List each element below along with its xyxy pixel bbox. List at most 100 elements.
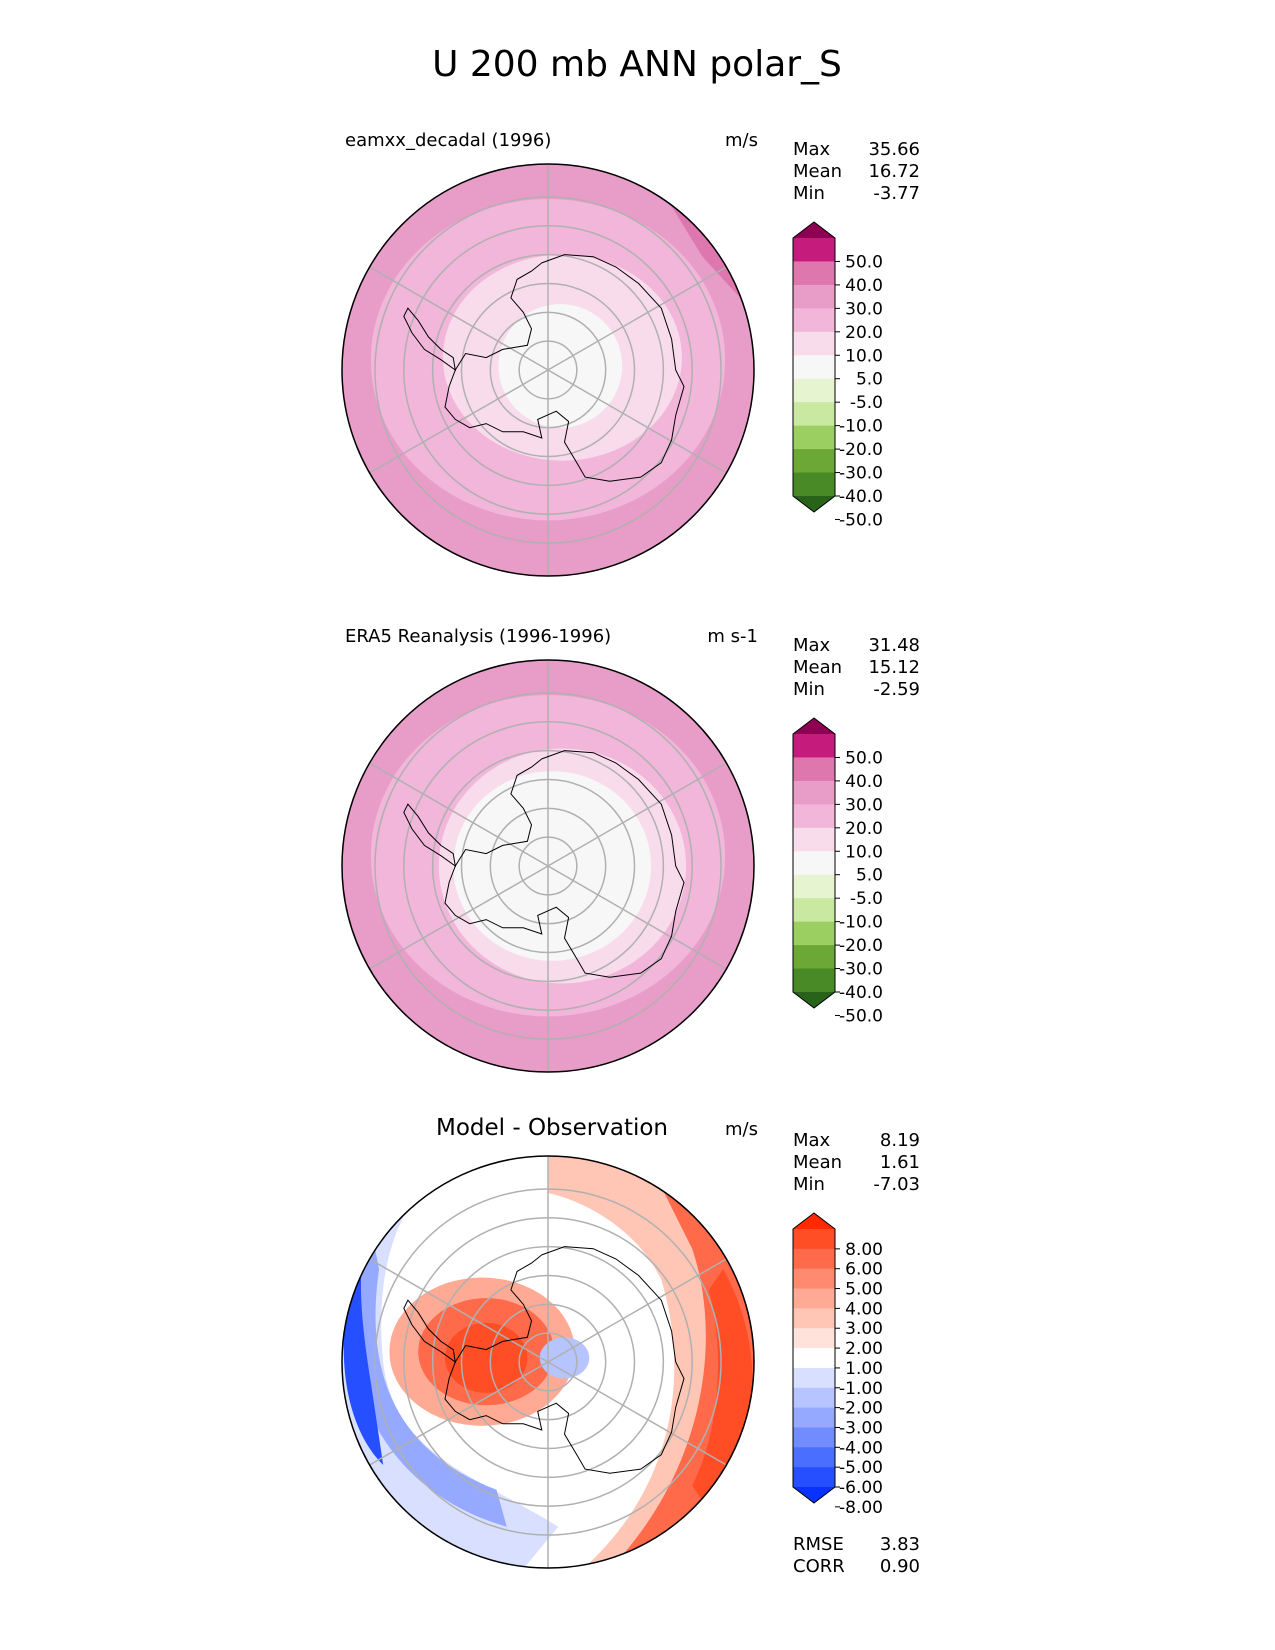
graticule <box>360 164 736 576</box>
meridian-line <box>360 757 549 867</box>
colorbar-segment <box>793 402 835 427</box>
colorbar-extend-bottom <box>793 992 835 1008</box>
colorbar-tick-label: -8.00 <box>839 1498 883 1518</box>
colorbar-tick-label: 6.00 <box>845 1260 883 1280</box>
coastline-peninsula <box>403 1299 456 1364</box>
colorbar-segment <box>793 1268 835 1290</box>
colorbar-tick-label: -10.0 <box>839 417 883 437</box>
colorbar-tick-label: -50.0 <box>839 1006 883 1026</box>
colorbar-tick-label: 40.0 <box>845 772 883 792</box>
wind-band-5-10 <box>453 771 651 961</box>
colorbar-segment <box>793 1328 835 1349</box>
colorbar-segment <box>793 804 835 829</box>
meridian-line <box>360 1361 549 1471</box>
colorbar-tick-label: 20.0 <box>845 819 883 839</box>
map-field <box>342 164 754 576</box>
stat-label-max: Max <box>793 1130 831 1151</box>
colorbar-segment <box>793 757 835 782</box>
colorbar-tick-label: 10.0 <box>845 842 883 862</box>
stat-value-max: 35.66 <box>868 139 920 160</box>
colorbar-segment <box>793 1447 835 1468</box>
panel-units: m/s <box>725 130 758 151</box>
colorbar-tick-label: -40.0 <box>839 983 883 1003</box>
diff-neg-6-8 <box>343 1248 384 1465</box>
meridian-line <box>547 369 736 479</box>
panel-title: ERA5 Reanalysis (1996-1996) <box>345 626 611 647</box>
coastline-antarctica <box>444 750 685 978</box>
meridian-line <box>547 757 736 867</box>
colorbar-segment <box>793 238 835 262</box>
colorbar-tick-label: 2.00 <box>845 1339 883 1359</box>
colorbar-segment <box>793 780 835 805</box>
stat-value-min: -2.59 <box>873 679 920 700</box>
colorbar: 8.006.005.004.003.002.001.00-1.00-2.00-3… <box>792 1212 883 1518</box>
colorbar-segment <box>793 827 835 852</box>
colorbar-tick-label: -5.0 <box>850 889 883 909</box>
colorbar-tick-label: 5.0 <box>856 370 883 390</box>
colorbar: 50.0 40.0 30.0 20.0 10.0 5.0 -5.0 -10.0 -20.0 -30… <box>792 717 883 1026</box>
colorbar-tick-label: -1.00 <box>839 1379 883 1399</box>
colorbar-tick-label: 50.0 <box>845 748 883 768</box>
stat-label-min: Min <box>793 679 825 700</box>
stat-value-mean: 16.72 <box>868 161 920 182</box>
coastline-peninsula <box>403 307 456 372</box>
colorbar-segment <box>793 1387 835 1409</box>
meridian-line <box>547 1253 736 1363</box>
colorbar-tick-label: -20.0 <box>839 440 883 460</box>
colorbar-tick-label: -6.00 <box>839 1478 883 1498</box>
stat-value-min: -7.03 <box>873 1174 920 1195</box>
colorbar-extend-bottom <box>793 1487 835 1503</box>
metric-label-rmse: RMSE <box>793 1534 844 1555</box>
stat-label-min: Min <box>793 1174 825 1195</box>
panel-title: eamxx_decadal (1996) <box>345 130 551 151</box>
colorbar-tick-label: -5.0 <box>850 393 883 413</box>
colorbar-segment <box>793 1367 835 1389</box>
map-frame <box>341 1155 755 1569</box>
meridian-line <box>360 1253 549 1363</box>
panel-units: m/s <box>725 1119 758 1140</box>
colorbar-segment <box>793 968 835 993</box>
colorbar-tick-label: -4.00 <box>839 1438 883 1458</box>
colorbar-segment <box>793 1427 835 1448</box>
colorbar-tick-label: 4.00 <box>845 1299 883 1319</box>
stat-value-mean: 15.12 <box>868 657 920 678</box>
colorbar-extend-top <box>793 222 835 238</box>
colorbar-segment <box>793 261 835 286</box>
colorbar-segment <box>793 921 835 946</box>
colorbar-tick-label: 50.0 <box>845 252 883 272</box>
panel-units: m s-1 <box>707 626 758 647</box>
colorbar-segment <box>793 1288 835 1309</box>
colorbar-segment <box>793 1407 835 1428</box>
colorbar-segment <box>793 472 835 497</box>
stat-label-max: Max <box>793 139 831 160</box>
meridian-line <box>360 261 549 371</box>
colorbar-tick-label: -50.0 <box>839 510 883 530</box>
colorbar-tick-label: -30.0 <box>839 464 883 484</box>
stat-value-max: 31.48 <box>868 635 920 656</box>
colorbar-tick-label: -3.00 <box>839 1418 883 1438</box>
meridian-line <box>547 865 736 975</box>
colorbar-segment <box>793 378 835 403</box>
colorbar-tick-label: -5.00 <box>839 1458 883 1478</box>
colorbar-tick-label: 30.0 <box>845 299 883 319</box>
stat-value-mean: 1.61 <box>880 1152 920 1173</box>
panel-reanalysis: ERA5 Reanalysis (1996-1996) m s-1 Max 31.48… <box>341 626 920 1073</box>
colorbar-tick-label: -40.0 <box>839 487 883 507</box>
colorbar-tick-label: 5.00 <box>845 1280 883 1300</box>
colorbar-segment <box>793 308 835 333</box>
colorbar-segment <box>793 1348 835 1369</box>
colorbar-segment <box>793 331 835 356</box>
metric-value-rmse: 3.83 <box>880 1534 920 1555</box>
stat-label-mean: Mean <box>793 1152 842 1173</box>
colorbar-segment <box>793 1229 835 1250</box>
stat-label-mean: Mean <box>793 161 842 182</box>
colorbar-segment <box>793 898 835 923</box>
colorbar-segment <box>793 874 835 899</box>
coastline-antarctica <box>444 1246 685 1474</box>
colorbar-tick-label: -20.0 <box>839 936 883 956</box>
colorbar-tick-label: 40.0 <box>845 276 883 296</box>
meridian-line <box>360 369 549 479</box>
colorbar-tick-label: -10.0 <box>839 913 883 933</box>
colorbar-tick-label: 1.00 <box>845 1359 883 1379</box>
map-frame <box>341 659 755 1073</box>
